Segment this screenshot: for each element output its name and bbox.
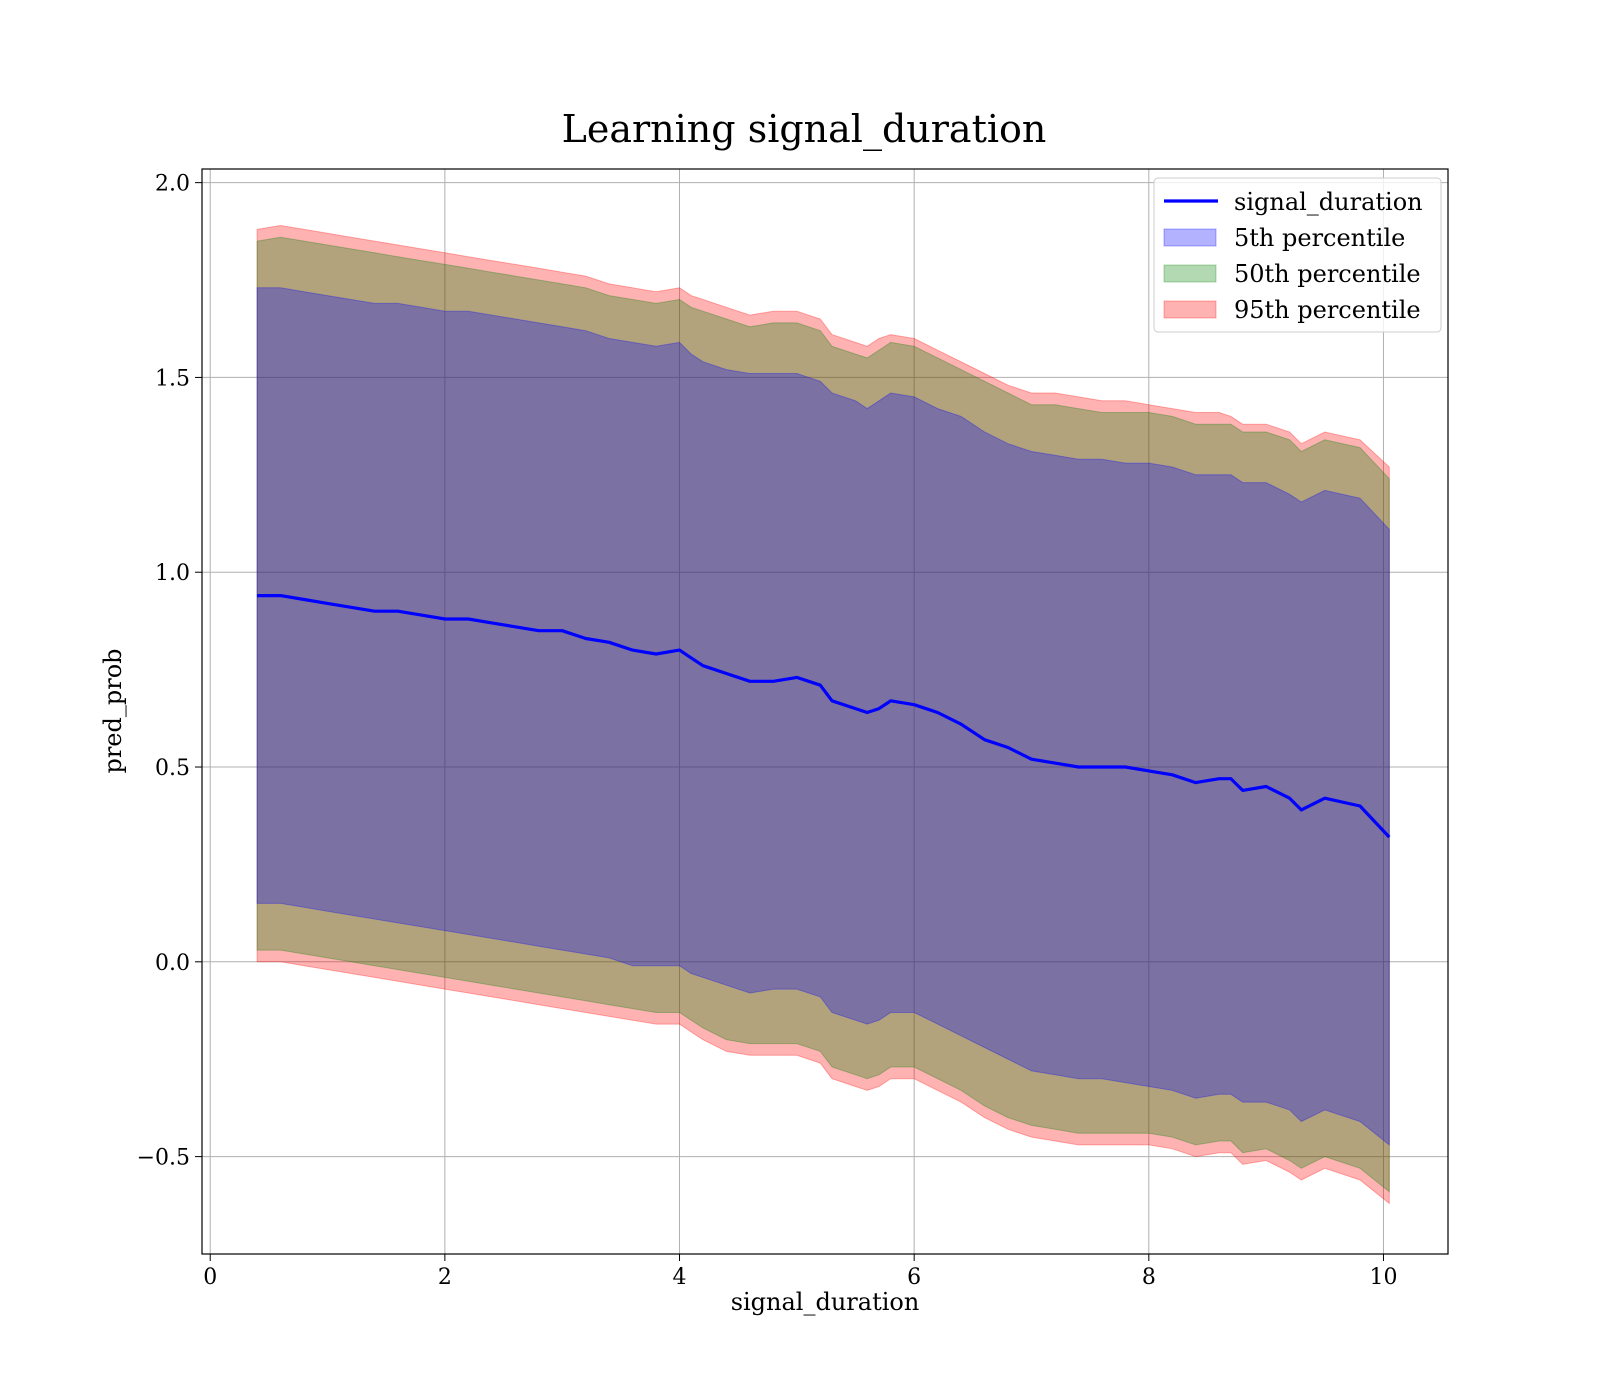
- legend-entry-label: 95th percentile: [1234, 296, 1421, 324]
- x-tick-label: 6: [907, 1265, 921, 1290]
- y-tick-label: 2.0: [155, 172, 190, 197]
- x-tick-label: 4: [673, 1265, 687, 1290]
- x-tick-label: 2: [438, 1265, 452, 1290]
- x-tick-label: 0: [203, 1265, 217, 1290]
- legend-band-swatch: [1163, 300, 1217, 319]
- y-axis-label: pred_prob: [99, 648, 127, 773]
- legend-entry-label: signal_duration: [1234, 188, 1423, 216]
- band-50th-percentile: [256, 236, 1390, 1193]
- lines: [257, 593, 1391, 839]
- band-5th-percentile: [256, 287, 1390, 1146]
- y-tick-label: 1.5: [155, 366, 190, 391]
- plot-frame: [201, 168, 1449, 1255]
- y-tick-label: 0.5: [155, 756, 190, 781]
- series-line-signal_duration: [257, 593, 1391, 839]
- band-95th-percentile: [256, 224, 1390, 1205]
- x-tick-label: 10: [1369, 1265, 1397, 1290]
- x-axis-label: signal_duration: [731, 1288, 920, 1316]
- legend-box: [1153, 177, 1442, 333]
- y-tick-label: 0.0: [155, 951, 190, 976]
- legend-band-swatch: [1163, 264, 1217, 283]
- legend-entry-label: 5th percentile: [1234, 224, 1405, 252]
- legend: signal_duration 5th percentile 50th percen…: [1153, 177, 1442, 333]
- grid: [202, 169, 1448, 1254]
- bands: [256, 224, 1390, 1205]
- ticks: 0 2 4 6 8 10 −0.5 0.0 0.5 1.0 1.5 2.0: [137, 172, 1398, 1290]
- y-tick-label: −0.5: [137, 1146, 190, 1171]
- legend-entry-label: 50th percentile: [1234, 260, 1421, 288]
- legend-band-swatch: [1163, 228, 1217, 247]
- x-tick-label: 8: [1142, 1265, 1156, 1290]
- y-tick-label: 1.0: [155, 561, 190, 586]
- chart-title: Learning signal_duration: [562, 107, 1047, 152]
